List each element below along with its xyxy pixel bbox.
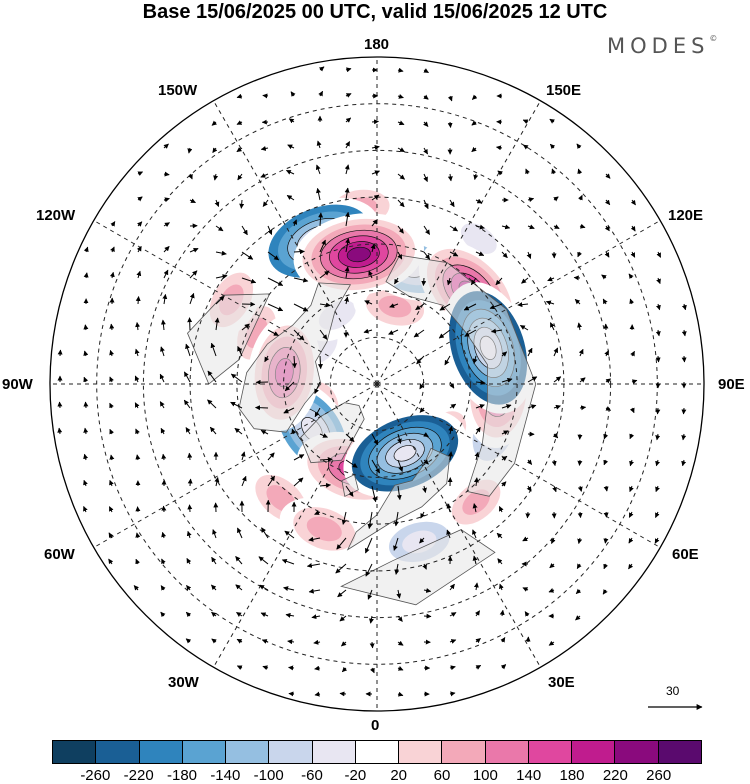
colorbar-tick-label: 140 — [516, 767, 541, 784]
wind-arrow-icon — [684, 408, 685, 414]
wind-arrow-icon — [86, 402, 87, 408]
wind-arrow-icon — [527, 512, 528, 518]
lon-label-90w: 90W — [2, 376, 33, 393]
lon-label-150e: 150E — [546, 82, 581, 99]
wind-arrow-icon — [289, 667, 294, 668]
wind-arrow-icon — [85, 325, 86, 330]
colorbar-segment — [356, 740, 399, 764]
colorbar-segment — [659, 740, 702, 764]
wind-arrow-icon — [424, 616, 431, 617]
colorbar-tick-label: -180 — [167, 767, 197, 784]
colorbar-segment — [572, 740, 615, 764]
wind-arrow-icon — [579, 460, 580, 465]
colorbar-segment — [183, 740, 226, 764]
colorbar — [52, 740, 702, 764]
colorbar-segment — [313, 740, 356, 764]
colorbar-segment — [226, 740, 269, 764]
wind-arrow-icon — [138, 507, 139, 512]
colorbar-tick-label: 20 — [390, 767, 407, 784]
wind-arrow-icon — [450, 122, 451, 128]
colorbar-segment — [529, 740, 572, 764]
lon-label-180: 180 — [364, 36, 389, 53]
wind-arrow-icon — [423, 278, 424, 286]
wind-arrow-icon — [189, 453, 190, 460]
wind-arrow-icon — [190, 505, 191, 512]
wind-arrow-icon — [241, 200, 242, 208]
wind-arrow-icon — [60, 350, 61, 356]
lon-label-30w: 30W — [168, 674, 199, 691]
reference-vector-value: 30 — [666, 684, 679, 698]
colorbar-segment — [486, 740, 529, 764]
wind-arrow-icon — [320, 356, 321, 369]
wind-arrow-icon — [138, 297, 139, 305]
lon-label-60w: 60W — [44, 546, 75, 563]
wind-arrow-icon — [372, 121, 379, 122]
colorbar-tick-label: -140 — [210, 767, 240, 784]
colorbar-segment — [615, 740, 658, 764]
wind-arrow-icon — [263, 95, 268, 96]
colorbar-segment — [399, 740, 442, 764]
wind-arrow-icon — [60, 402, 61, 408]
colorbar-segment — [269, 740, 312, 764]
lon-label-150w: 150W — [158, 82, 197, 99]
colorbar-segment — [140, 740, 183, 764]
wind-arrow-icon — [372, 642, 373, 648]
colorbar-tick-label: 180 — [559, 767, 584, 784]
lon-label-120w: 120W — [36, 207, 75, 224]
colorbar-tick-label: -260 — [80, 767, 110, 784]
wind-arrow-icon — [294, 251, 304, 252]
wind-arrow-icon — [580, 512, 581, 518]
colorbar-segment — [442, 740, 485, 764]
lon-label-60e: 60E — [672, 546, 699, 563]
wind-arrow-icon — [606, 512, 607, 517]
lon-label-0: 0 — [371, 717, 379, 734]
colorbar-tick-label: 100 — [473, 767, 498, 784]
wind-arrow-icon — [164, 174, 169, 175]
wind-arrow-icon — [684, 356, 685, 362]
colorbar-tick-label: 60 — [434, 767, 451, 784]
colorbar-tick-label: -20 — [344, 767, 366, 784]
colorbar-segment — [52, 740, 96, 764]
wind-arrow-icon — [190, 318, 191, 330]
colorbar-tick-label: 260 — [646, 767, 671, 784]
wind-arrow-icon — [190, 479, 191, 486]
wind-arrow-icon — [164, 506, 165, 512]
colorbar-tick-label: -60 — [301, 767, 323, 784]
wind-arrow-icon — [658, 356, 659, 362]
wind-arrow-icon — [658, 408, 659, 414]
polar-stereographic-map — [0, 0, 750, 740]
lon-label-120e: 120E — [668, 207, 703, 224]
wind-arrow-icon — [340, 693, 346, 694]
lon-label-30e: 30E — [548, 674, 575, 691]
wind-arrow-icon — [256, 408, 269, 409]
colorbar-segment — [96, 740, 139, 764]
wind-arrow-icon — [574, 278, 580, 279]
wind-arrow-icon — [605, 538, 606, 543]
colorbar-tick-label: -220 — [124, 767, 154, 784]
lon-label-90e: 90E — [718, 376, 745, 393]
colorbar-tick-label: 220 — [603, 767, 628, 784]
wind-arrow-icon — [289, 694, 294, 695]
colorbar-tick-label: -100 — [254, 767, 284, 784]
